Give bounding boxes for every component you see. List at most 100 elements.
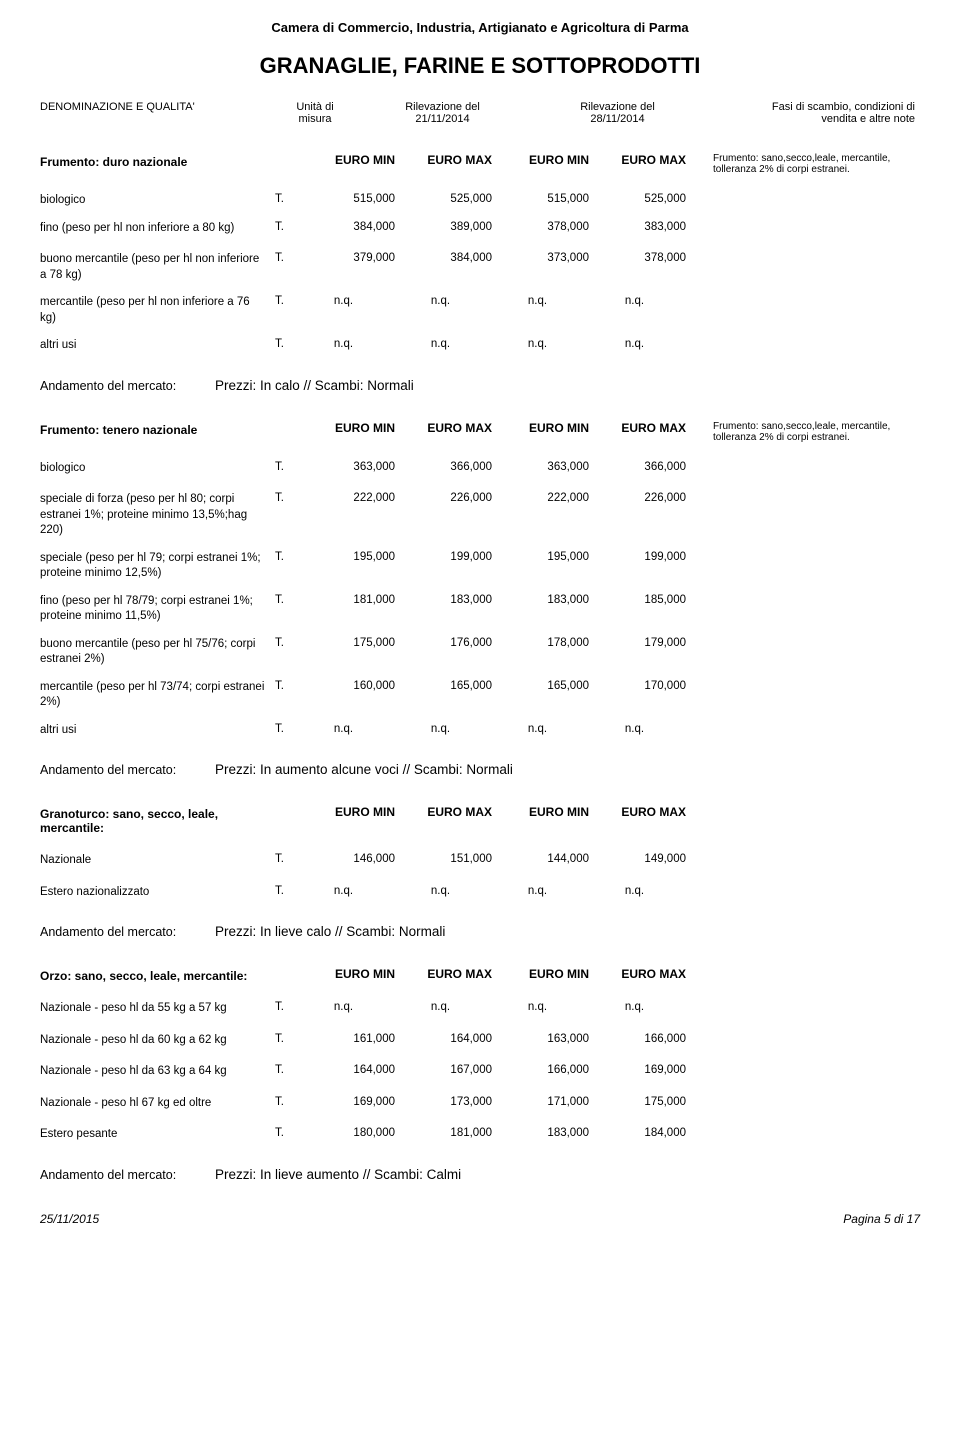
col-header-unit-l1: Unità di <box>296 101 333 113</box>
section-header: Frumento: duro nazionaleEURO MINEURO MAX… <box>40 153 920 175</box>
col-header-date1: Rilevazione del 21/11/2014 <box>355 101 530 125</box>
row-value: n.q. <box>601 1001 698 1013</box>
row-value: 373,000 <box>504 252 601 264</box>
euro-header-min: EURO MIN <box>310 805 407 819</box>
market-trend-value: Prezzi: In aumento alcune voci // Scambi… <box>215 762 513 777</box>
row-value: n.q. <box>310 723 407 735</box>
section-title: Granoturco: sano, secco, leale, mercanti… <box>40 805 275 835</box>
column-headers-row: DENOMINAZIONE E QUALITA' Unità di misura… <box>40 101 920 125</box>
table-row: Estero pesanteT.180,000181,000183,000184… <box>40 1121 920 1149</box>
euro-header-min: EURO MIN <box>504 421 601 435</box>
table-row: Nazionale - peso hl da 60 kg a 62 kgT.16… <box>40 1027 920 1055</box>
market-trend-label: Andamento del mercato: <box>40 763 215 777</box>
row-value: 151,000 <box>407 853 504 865</box>
row-value: n.q. <box>407 723 504 735</box>
market-trend: Andamento del mercato:Prezzi: In lieve c… <box>40 924 920 939</box>
table-row: altri usiT.n.q.n.q.n.q.n.q. <box>40 717 920 745</box>
row-unit: T. <box>275 637 310 649</box>
row-value: 178,000 <box>504 637 601 649</box>
euro-header-max: EURO MAX <box>407 967 504 981</box>
row-value: n.q. <box>407 1001 504 1013</box>
row-value: 171,000 <box>504 1096 601 1108</box>
row-value: n.q. <box>601 338 698 350</box>
table-row: mercantile (peso per hl 73/74; corpi est… <box>40 674 920 717</box>
col-header-date2: Rilevazione del 28/11/2014 <box>530 101 705 125</box>
row-unit: T. <box>275 680 310 692</box>
row-value: 167,000 <box>407 1064 504 1076</box>
row-unit: T. <box>275 1064 310 1076</box>
row-label: altri usi <box>40 723 275 739</box>
row-unit: T. <box>275 461 310 473</box>
row-value: 525,000 <box>601 193 698 205</box>
row-value: n.q. <box>504 885 601 897</box>
row-value: 184,000 <box>601 1127 698 1139</box>
row-value: 181,000 <box>310 594 407 606</box>
row-value: n.q. <box>601 885 698 897</box>
row-label: speciale di forza (peso per hl 80; corpi… <box>40 492 275 539</box>
section-note: Frumento: sano,secco,leale, mercantile,t… <box>698 421 920 443</box>
row-label: Estero nazionalizzato <box>40 885 275 901</box>
table-row: speciale di forza (peso per hl 80; corpi… <box>40 486 920 545</box>
table-row: fino (peso per hl 78/79; corpi estranei … <box>40 588 920 631</box>
row-value: 161,000 <box>310 1033 407 1045</box>
row-unit: T. <box>275 492 310 504</box>
row-value: 169,000 <box>601 1064 698 1076</box>
row-value: 226,000 <box>601 492 698 504</box>
row-unit: T. <box>275 338 310 350</box>
row-label: mercantile (peso per hl 73/74; corpi est… <box>40 680 275 711</box>
euro-header-min: EURO MIN <box>504 805 601 819</box>
table-row: biologicoT.363,000366,000363,000366,000 <box>40 455 920 483</box>
row-value: 169,000 <box>310 1096 407 1108</box>
row-value: 176,000 <box>407 637 504 649</box>
row-value: n.q. <box>407 885 504 897</box>
col-header-date1-l1: Rilevazione del <box>405 101 480 113</box>
euro-header-max: EURO MAX <box>601 805 698 819</box>
row-value: 384,000 <box>407 252 504 264</box>
col-header-cond-l1: Fasi di scambio, condizioni di <box>772 101 915 113</box>
row-label: mercantile (peso per hl non inferiore a … <box>40 295 275 326</box>
row-value: 173,000 <box>407 1096 504 1108</box>
table-row: fino (peso per hl non inferiore a 80 kg)… <box>40 215 920 243</box>
table-row: buono mercantile (peso per hl 75/76; cor… <box>40 631 920 674</box>
row-unit: T. <box>275 221 310 233</box>
euro-header-min: EURO MIN <box>310 967 407 981</box>
row-value: n.q. <box>310 1001 407 1013</box>
row-value: 160,000 <box>310 680 407 692</box>
row-label: altri usi <box>40 338 275 354</box>
section-title: Orzo: sano, secco, leale, mercantile: <box>40 967 275 983</box>
table-row: speciale (peso per hl 79; corpi estranei… <box>40 545 920 588</box>
market-trend-label: Andamento del mercato: <box>40 925 215 939</box>
row-unit: T. <box>275 1001 310 1013</box>
col-header-unit: Unità di misura <box>275 101 355 125</box>
row-label: Nazionale - peso hl da 63 kg a 64 kg <box>40 1064 275 1080</box>
price-table: NazionaleT.146,000151,000144,000149,000E… <box>40 847 920 906</box>
row-unit: T. <box>275 1096 310 1108</box>
row-value: 175,000 <box>310 637 407 649</box>
col-header-unit-l2: misura <box>298 113 331 125</box>
row-value: n.q. <box>310 338 407 350</box>
row-value: 525,000 <box>407 193 504 205</box>
row-value: n.q. <box>601 723 698 735</box>
row-value: 378,000 <box>601 252 698 264</box>
table-row: Nazionale - peso hl da 63 kg a 64 kgT.16… <box>40 1058 920 1086</box>
row-value: n.q. <box>504 723 601 735</box>
row-value: n.q. <box>504 338 601 350</box>
col-header-date1-l2: 21/11/2014 <box>415 113 469 125</box>
price-section: Frumento: tenero nazionaleEURO MINEURO M… <box>40 421 920 778</box>
row-value: 163,000 <box>504 1033 601 1045</box>
row-unit: T. <box>275 252 310 264</box>
footer-page: Pagina 5 di 17 <box>843 1212 920 1226</box>
euro-header-min: EURO MIN <box>504 153 601 167</box>
row-unit: T. <box>275 853 310 865</box>
row-label: biologico <box>40 193 275 209</box>
table-row: Nazionale - peso hl 67 kg ed oltreT.169,… <box>40 1090 920 1118</box>
row-value: 149,000 <box>601 853 698 865</box>
row-value: 199,000 <box>601 551 698 563</box>
section-header: Orzo: sano, secco, leale, mercantile: EUR… <box>40 967 920 983</box>
row-label: Nazionale - peso hl da 60 kg a 62 kg <box>40 1033 275 1049</box>
table-row: mercantile (peso per hl non inferiore a … <box>40 289 920 332</box>
col-header-cond-l2: vendita e altre note <box>821 113 915 125</box>
row-value: 164,000 <box>310 1064 407 1076</box>
table-row: biologicoT.515,000525,000515,000525,000 <box>40 187 920 215</box>
row-label: fino (peso per hl 78/79; corpi estranei … <box>40 594 275 625</box>
